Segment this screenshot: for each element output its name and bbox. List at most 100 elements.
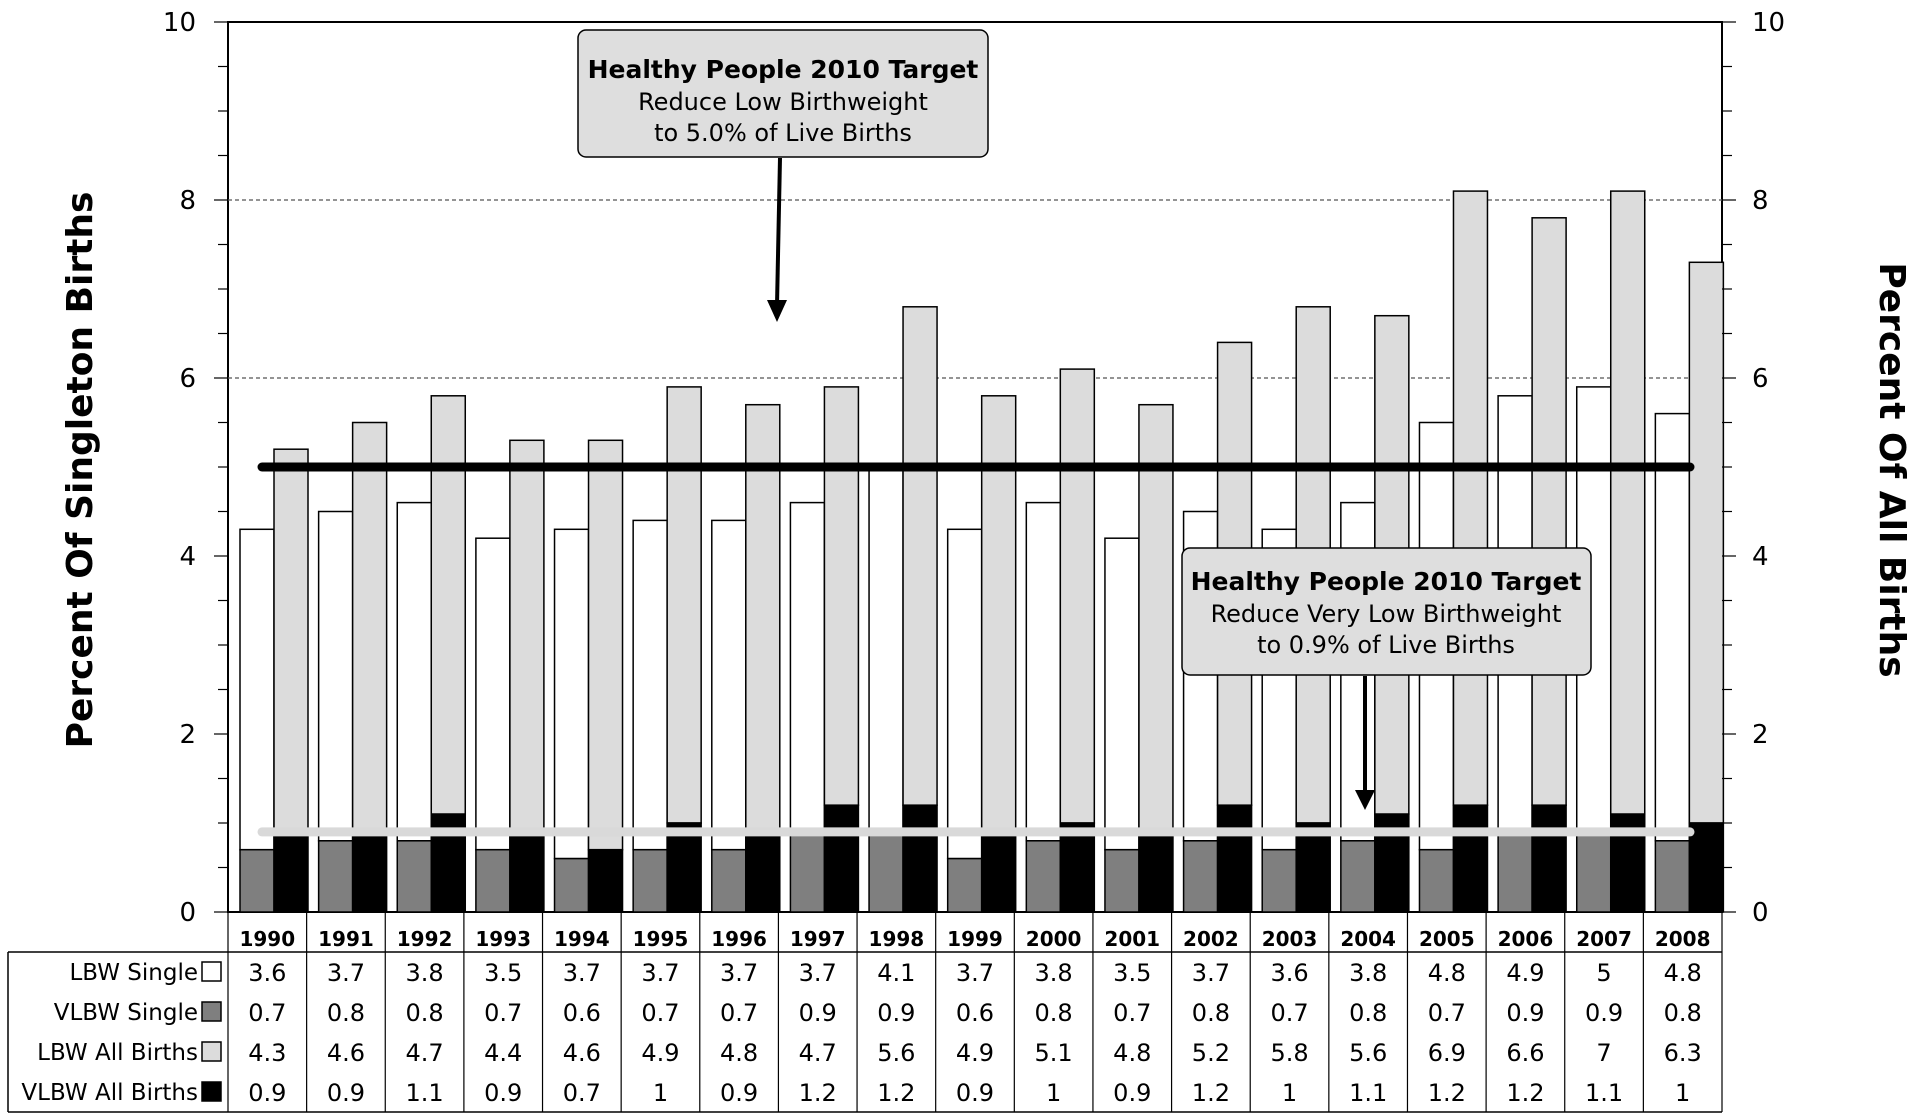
bar-vlbw-single	[1340, 840, 1376, 913]
table-row-label: LBW All Births	[37, 1040, 198, 1066]
table-cell: 0.8	[1035, 999, 1073, 1027]
data-table: 1990 1991 1992 1993 1994 1995 1996 1997 1998 1999…	[7, 912, 1723, 1113]
table-cell: 0.6	[563, 999, 601, 1027]
table-cell: 3.6	[248, 959, 286, 987]
y-left-tick-label: 6	[179, 364, 196, 394]
bar-lbw-single	[711, 519, 747, 851]
annotation-vlbw-target: Healthy People 2010 Target Reduce Very L…	[1181, 547, 1592, 810]
table-cell: 3.7	[1192, 959, 1230, 987]
table-year-label: 1999	[947, 927, 1003, 951]
table-cell: 1.2	[1192, 1079, 1230, 1107]
bar-lbw-single	[1654, 412, 1691, 842]
bar-lbw-single	[946, 528, 983, 860]
table-cell: 5.1	[1035, 1039, 1073, 1067]
table-cell: 4.6	[327, 1039, 365, 1067]
table-cell: 0.9	[1506, 999, 1544, 1027]
table-cell: 1.1	[405, 1079, 443, 1107]
table-cell: 5.8	[1270, 1039, 1308, 1067]
bar-vlbw-single	[396, 840, 433, 913]
y-right-tick-label: 8	[1752, 186, 1769, 216]
y-right-tick-label: 10	[1752, 8, 1785, 38]
table-cell: 0.6	[956, 999, 994, 1027]
table-cell: 0.8	[1349, 999, 1387, 1027]
table-cell: 0.8	[405, 999, 443, 1027]
table-row-label: VLBW Single	[54, 1000, 198, 1026]
table-cell: 0.9	[956, 1079, 994, 1107]
table-year-label: 1997	[790, 927, 846, 951]
y-right-tick-label: 4	[1752, 542, 1769, 572]
legend-swatch	[201, 961, 222, 982]
table-year-label: 2006	[1498, 927, 1554, 951]
table-row-label: LBW Single	[69, 960, 198, 986]
bar-vlbw-all	[1295, 822, 1331, 913]
annotation-title: Healthy People 2010 Target	[1191, 567, 1582, 596]
bar-lbw-all	[351, 421, 388, 833]
table-cell: 0.9	[248, 1079, 286, 1107]
bar-vlbw-all	[273, 831, 309, 913]
table-cell: 3.7	[563, 959, 601, 987]
bar-vlbw-all	[823, 804, 860, 913]
table-cell: 4.8	[1113, 1039, 1151, 1067]
bar-lbw-single	[239, 528, 275, 851]
table-cell: 3.7	[720, 959, 758, 987]
table-year-label: 1991	[318, 927, 374, 951]
bar-vlbw-all	[1452, 804, 1489, 913]
bar-vlbw-all	[1059, 822, 1096, 913]
table-cell: 6.6	[1506, 1039, 1544, 1067]
table-cell: 5	[1596, 959, 1611, 987]
table-cell: 4.7	[405, 1039, 443, 1067]
y-left-tick-label: 2	[179, 720, 196, 750]
y-right-axis-title: Percent Of All Births	[1871, 262, 1907, 677]
bar-vlbw-all	[745, 831, 781, 913]
table-row-label: VLBW All Births	[21, 1080, 198, 1106]
y-left-tick-label: 8	[179, 186, 196, 216]
bar-vlbw-all	[666, 822, 702, 913]
bar-lbw-all	[1059, 368, 1096, 824]
annotation-line-1: Reduce Low Birthweight	[638, 88, 928, 116]
bar-vlbw-all	[1688, 822, 1725, 913]
table-cell: 0.7	[484, 999, 522, 1027]
table-cell: 1	[1282, 1079, 1297, 1107]
grid-layer	[228, 199, 1722, 379]
table-cell: 5.6	[877, 1039, 915, 1067]
table-year-label: 1994	[554, 927, 610, 951]
annotation-line-2: to 5.0% of Live Births	[654, 119, 912, 147]
table-cell: 4.9	[641, 1039, 679, 1067]
bar-lbw-all	[1138, 403, 1174, 833]
bar-vlbw-single	[1497, 831, 1533, 913]
bar-lbw-single	[475, 537, 511, 851]
y-right-tick-label: 0	[1752, 898, 1769, 928]
table-cell: 0.9	[720, 1079, 758, 1107]
bar-vlbw-all	[1138, 831, 1174, 913]
table-cell: 3.5	[1113, 959, 1151, 987]
bar-lbw-all	[273, 448, 309, 833]
bar-lbw-single	[789, 501, 826, 833]
table-year-label: 1993	[475, 927, 531, 951]
bar-vlbw-all	[1216, 804, 1253, 913]
table-cell: 0.8	[327, 999, 365, 1027]
bar-vlbw-single	[946, 857, 983, 913]
table-cell: 6.9	[1428, 1039, 1466, 1067]
bar-lbw-single	[868, 466, 904, 833]
table-cell: 0.9	[1113, 1079, 1151, 1107]
bar-lbw-single	[396, 501, 433, 842]
table-cell: 1.2	[799, 1079, 837, 1107]
bar-lbw-single	[317, 510, 354, 842]
bar-vlbw-single	[1104, 848, 1140, 913]
bar-lbw-all	[980, 395, 1017, 833]
table-year-label: 1995	[633, 927, 689, 951]
y-right-tick-label: 6	[1752, 364, 1769, 394]
bar-vlbw-single	[868, 831, 904, 913]
table-cell: 1	[653, 1079, 668, 1107]
bar-vlbw-single	[1418, 848, 1455, 913]
table-year-label: 2001	[1104, 927, 1160, 951]
table-cell: 0.9	[484, 1079, 522, 1107]
table-cell: 0.8	[1664, 999, 1702, 1027]
annotation-arrow	[775, 157, 782, 306]
bar-lbw-all	[745, 403, 781, 833]
bar-vlbw-single	[1025, 840, 1062, 913]
bar-vlbw-single	[317, 840, 354, 913]
table-cell: 7	[1596, 1039, 1611, 1067]
bar-lbw-single	[1025, 501, 1062, 842]
